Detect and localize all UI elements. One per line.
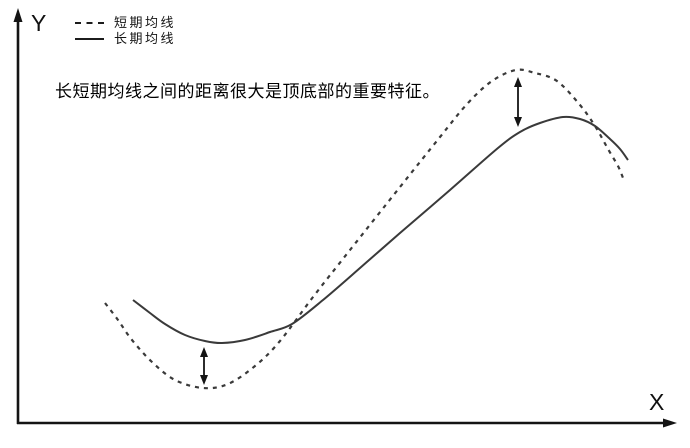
annotation-text: 长短期均线之间的距离很大是顶底部的重要特征。 (55, 82, 440, 101)
solid-line-swatch (75, 37, 104, 40)
dashed-line-swatch (75, 21, 104, 24)
legend: 短期均线 长期均线 (75, 15, 176, 46)
legend-label-short-term: 短期均线 (114, 15, 177, 30)
x-axis-label: X (649, 389, 665, 415)
legend-item-short-term-ma: 短期均线 (75, 15, 176, 30)
legend-item-long-term-ma: 长期均线 (75, 31, 176, 46)
legend-label-long-term: 长期均线 (114, 31, 177, 46)
y-axis-label: Y (31, 10, 47, 36)
